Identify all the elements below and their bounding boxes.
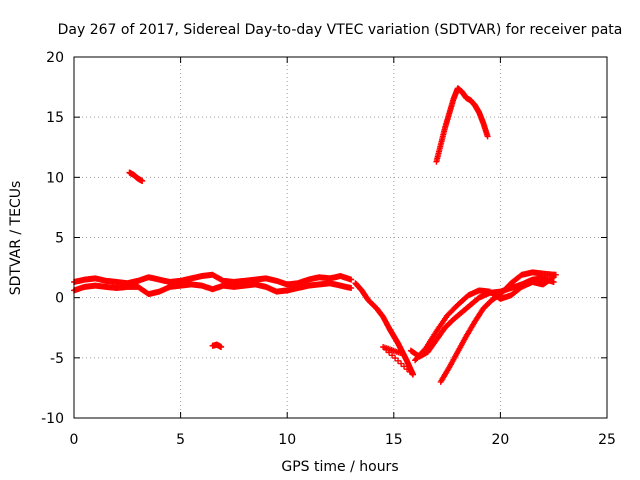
y-tick-label: 5 — [55, 231, 64, 247]
data-point — [409, 371, 416, 378]
x-tick-label: 25 — [598, 432, 616, 448]
grid-lines — [74, 57, 607, 418]
data-point — [552, 271, 559, 278]
x-tick-label: 20 — [491, 432, 509, 448]
data-point — [389, 352, 396, 359]
x-tick-label: 0 — [70, 432, 79, 448]
data-series — [71, 271, 355, 288]
y-tick-label: -5 — [50, 351, 64, 367]
x-tick-label: 5 — [176, 432, 185, 448]
x-tick-label: 10 — [278, 432, 296, 448]
data-point — [218, 344, 225, 351]
data-series — [352, 280, 416, 378]
data-point — [398, 360, 405, 367]
data-point — [392, 355, 399, 362]
data-point — [401, 363, 408, 370]
data-point — [407, 368, 414, 375]
x-axis-label: GPS time / hours — [281, 459, 398, 475]
data-point — [348, 276, 355, 283]
data-series — [437, 269, 559, 385]
data-point — [484, 133, 491, 140]
data-point — [395, 357, 402, 364]
data-point — [404, 366, 411, 373]
data-series — [126, 169, 146, 184]
axes: 0 5 10 15 20 25 -10 -5 0 5 10 15 20 — [41, 50, 616, 448]
data-series — [412, 274, 557, 364]
data-point — [397, 350, 404, 357]
x-tick-label: 15 — [385, 432, 403, 448]
data-series — [71, 280, 355, 298]
y-tick-label: 0 — [55, 291, 64, 307]
data-series — [433, 85, 491, 165]
y-tick-label: 20 — [46, 50, 64, 66]
data-points — [71, 85, 559, 385]
plot-frame — [73, 56, 608, 419]
y-tick-label: -10 — [41, 411, 64, 427]
data-series — [209, 341, 225, 351]
y-tick-label: 15 — [46, 110, 64, 126]
y-tick-label: 10 — [46, 170, 64, 186]
chart-title: Day 267 of 2017, Sidereal Day-to-day VTE… — [58, 22, 623, 38]
data-point — [348, 285, 355, 292]
data-point — [139, 177, 146, 184]
y-axis-label: SDTVAR / TECUs — [8, 181, 24, 296]
